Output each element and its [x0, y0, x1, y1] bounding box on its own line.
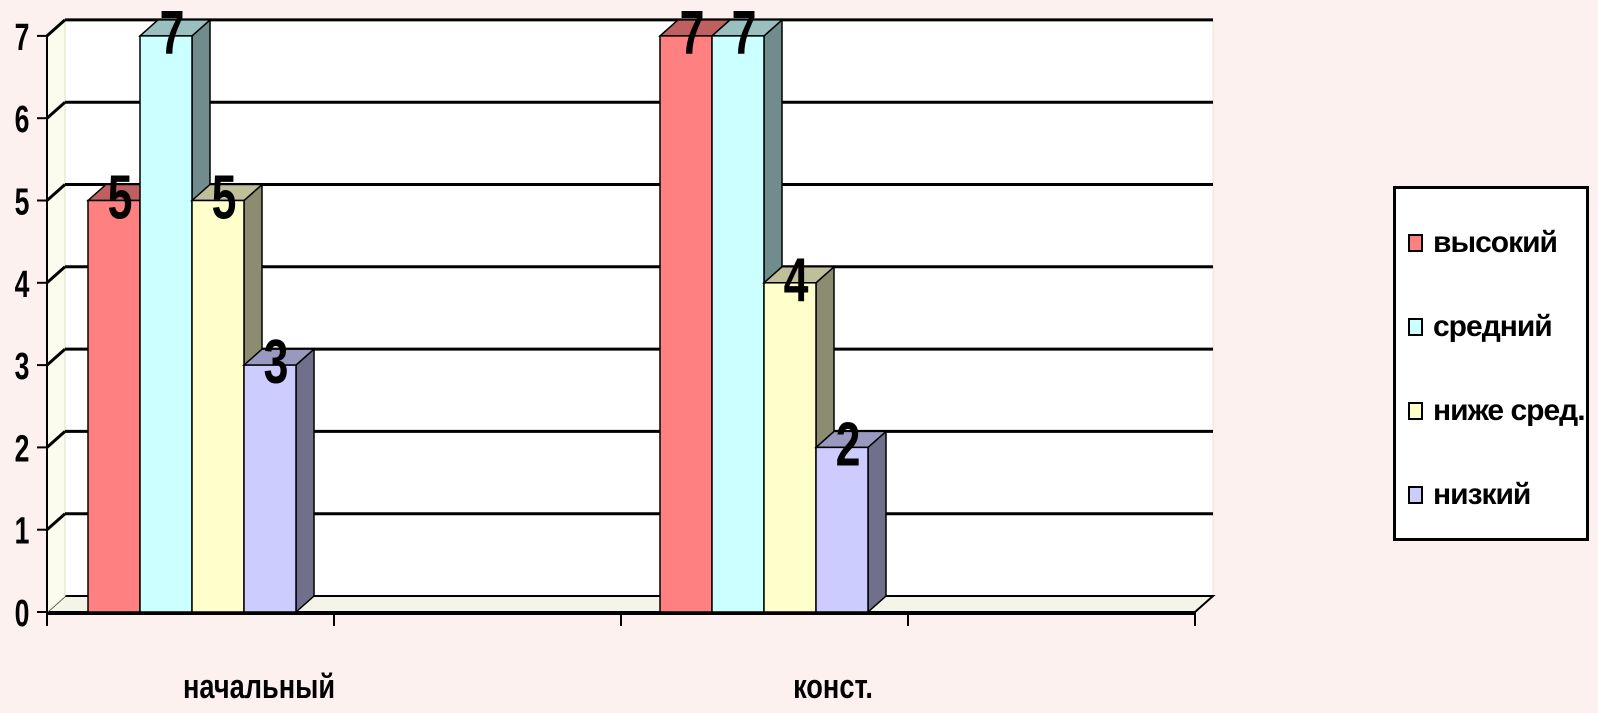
bar-1-3 [814, 429, 888, 614]
legend-item-high: высокий [1408, 223, 1558, 263]
gridline-depth [46, 430, 66, 449]
legend-label-high: высокий [1433, 226, 1558, 259]
bar-front [815, 446, 869, 613]
gridline-depth [46, 265, 66, 284]
y-tick-label: 0 [15, 591, 30, 634]
data-label: 5 [212, 163, 237, 232]
bar-front [763, 282, 817, 613]
legend-swatch-high [1408, 234, 1423, 252]
legend-swatch-below-medium [1408, 402, 1423, 420]
bar-side [295, 347, 315, 614]
y-tick-label: 5 [15, 180, 30, 223]
x-category-label: начальный [183, 667, 335, 706]
legend-label-below-medium: ниже сред. [1433, 394, 1586, 427]
legend-label-medium: средний [1433, 310, 1553, 343]
legend-swatch-low [1408, 486, 1423, 504]
data-label: 5 [108, 163, 133, 232]
legend-item-low: низкий [1408, 475, 1531, 515]
gridline-depth [46, 18, 66, 38]
legend-swatch-medium [1408, 318, 1423, 336]
legend-item-below-medium: ниже сред. [1408, 391, 1586, 431]
gridline-depth [46, 347, 66, 367]
data-label: 7 [160, 0, 185, 68]
bar-front [243, 364, 297, 613]
y-tick-label: 3 [15, 344, 30, 387]
gridline-depth [46, 183, 66, 202]
bar-front [191, 199, 245, 613]
bar-front [659, 35, 713, 613]
bar-0-3 [242, 347, 316, 614]
legend: высокий средний ниже сред. низкий [1393, 186, 1589, 541]
x-category-label: конст. [793, 667, 873, 706]
data-label: 4 [784, 246, 809, 315]
y-tick-label: 4 [15, 262, 30, 305]
data-label: 2 [836, 410, 861, 479]
y-tick-label: 7 [15, 15, 30, 58]
gridline-depth [46, 101, 66, 120]
legend-label-low: низкий [1433, 478, 1531, 511]
data-label: 7 [732, 0, 757, 68]
data-label: 7 [680, 0, 705, 68]
y-tick-label: 2 [15, 427, 30, 470]
legend-item-medium: средний [1408, 307, 1553, 347]
bar-front [87, 199, 141, 613]
gridline-depth [46, 512, 66, 531]
y-tick-label: 1 [15, 509, 30, 552]
bar-front [139, 35, 193, 613]
bar-side [867, 429, 887, 614]
y-tick-label: 6 [15, 97, 30, 140]
data-label: 3 [264, 328, 289, 397]
bar-front [711, 35, 765, 613]
